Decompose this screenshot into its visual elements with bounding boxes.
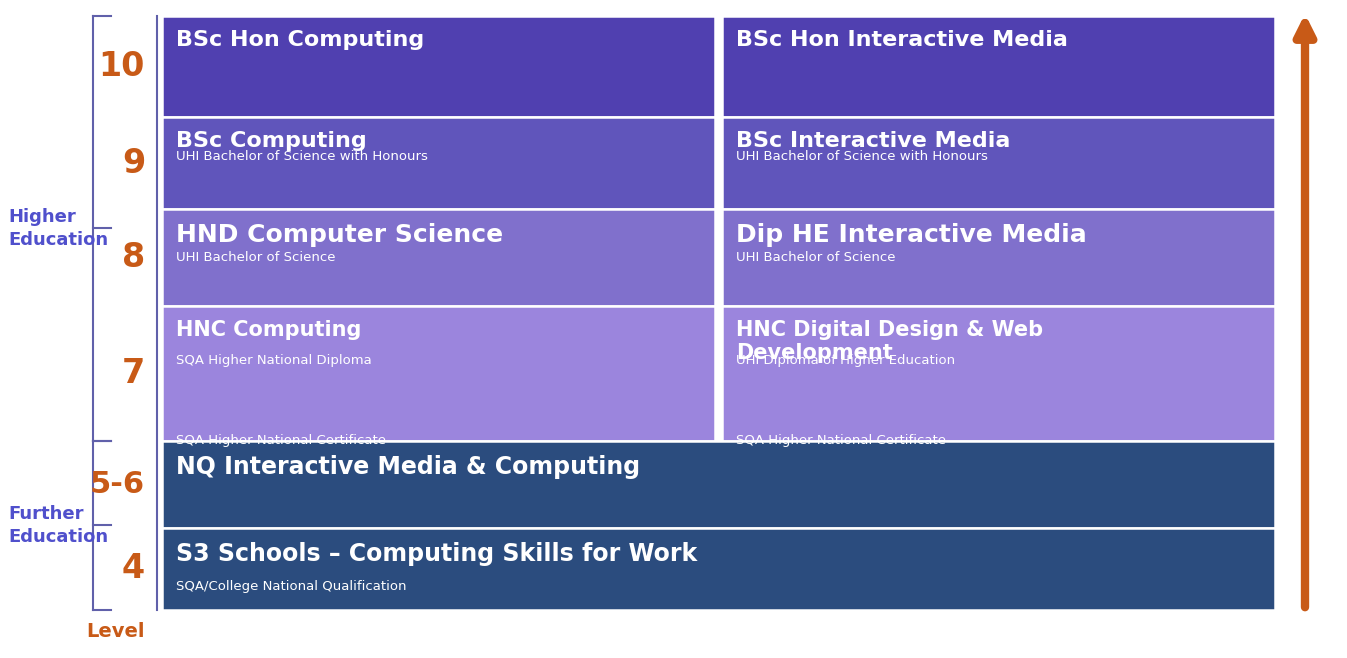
Text: BSc Interactive Media: BSc Interactive Media: [735, 132, 1010, 151]
Text: BSc Computing: BSc Computing: [176, 132, 366, 151]
Text: UHI Bachelor of Science: UHI Bachelor of Science: [176, 251, 335, 265]
FancyBboxPatch shape: [162, 16, 715, 117]
Text: Higher
Education: Higher Education: [8, 209, 108, 249]
Text: BSc Hon Computing: BSc Hon Computing: [176, 30, 424, 50]
Text: Further
Education: Further Education: [8, 505, 108, 545]
Text: UHI Bachelor of Science: UHI Bachelor of Science: [735, 251, 896, 265]
FancyBboxPatch shape: [162, 117, 715, 209]
Text: Level: Level: [86, 622, 145, 641]
FancyBboxPatch shape: [162, 441, 1276, 528]
Text: UHI Bachelor of Science with Honours: UHI Bachelor of Science with Honours: [735, 150, 987, 163]
Text: SQA Higher National Diploma: SQA Higher National Diploma: [176, 354, 372, 367]
Text: 5-6: 5-6: [90, 470, 145, 499]
FancyBboxPatch shape: [162, 306, 715, 441]
Text: UHI Diploma of Higher Education: UHI Diploma of Higher Education: [735, 354, 955, 367]
Text: SQA Higher National Certificate: SQA Higher National Certificate: [735, 434, 946, 447]
Text: 10: 10: [98, 50, 145, 83]
FancyBboxPatch shape: [722, 16, 1276, 117]
Text: 4: 4: [121, 553, 145, 586]
Text: NQ Interactive Media & Computing: NQ Interactive Media & Computing: [176, 455, 640, 479]
Text: Dip HE Interactive Media: Dip HE Interactive Media: [735, 223, 1087, 247]
FancyBboxPatch shape: [162, 528, 1276, 610]
Text: 8: 8: [121, 241, 145, 274]
Text: SQA/College National Qualification: SQA/College National Qualification: [176, 580, 407, 594]
Text: 9: 9: [121, 147, 145, 180]
FancyBboxPatch shape: [722, 306, 1276, 441]
FancyBboxPatch shape: [722, 209, 1276, 306]
Text: HNC Computing: HNC Computing: [176, 320, 361, 340]
Text: UHI Bachelor of Science with Honours: UHI Bachelor of Science with Honours: [176, 150, 428, 163]
Text: BSc Hon Interactive Media: BSc Hon Interactive Media: [735, 30, 1068, 50]
Text: S3 Schools – Computing Skills for Work: S3 Schools – Computing Skills for Work: [176, 542, 698, 566]
Text: HND Computer Science: HND Computer Science: [176, 223, 504, 247]
Text: 7: 7: [121, 357, 145, 390]
FancyBboxPatch shape: [722, 117, 1276, 209]
FancyBboxPatch shape: [162, 209, 715, 306]
Text: SQA Higher National Certificate: SQA Higher National Certificate: [176, 434, 387, 447]
Text: HNC Digital Design & Web
Development: HNC Digital Design & Web Development: [735, 320, 1043, 363]
